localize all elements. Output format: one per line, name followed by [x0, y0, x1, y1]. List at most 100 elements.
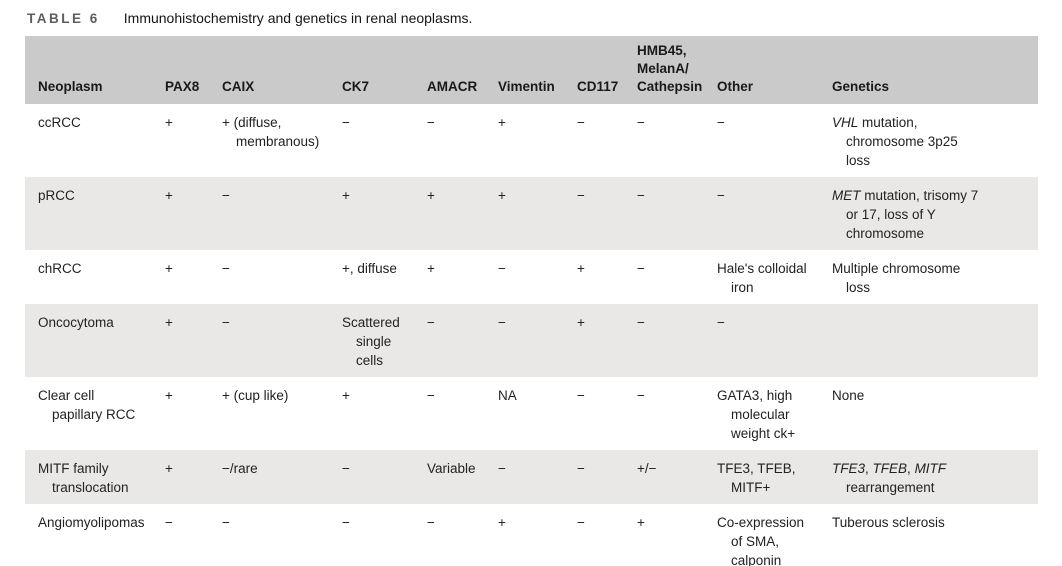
cell-cd117: −: [577, 104, 637, 177]
cell-neoplasm: chRCC: [25, 250, 165, 304]
cell-genetics: None: [832, 377, 1038, 450]
cell-content: −: [717, 188, 725, 203]
cell-genetics: TFE3, TFEB, MITF rearrangement: [832, 450, 1038, 504]
cell-content: −: [222, 515, 230, 530]
cell-content: −: [717, 315, 725, 330]
cell-content: −: [427, 388, 435, 403]
cell-content: +: [165, 115, 173, 130]
cell-content: −: [577, 515, 585, 530]
cell-content: Variable: [427, 461, 476, 476]
cell-content: Multiple chromosome loss: [832, 261, 961, 295]
column-header-other: Other: [717, 36, 832, 104]
table-number-label: TABLE 6: [27, 11, 100, 26]
cell-caix: −: [222, 304, 342, 377]
column-header-ck7: CK7: [342, 36, 427, 104]
column-header-pax8: PAX8: [165, 36, 222, 104]
cell-content: +: [427, 188, 435, 203]
cell-content: +: [342, 188, 350, 203]
cell-content: +: [427, 261, 435, 276]
cell-content: GATA3, high molecular weight ck+: [717, 388, 796, 441]
cell-content: +: [498, 115, 506, 130]
cell-caix: −: [222, 250, 342, 304]
cell-content: +/−: [637, 461, 657, 476]
cell-amacr: −: [427, 104, 498, 177]
table-row-5: Clear cell papillary RCC + + (cup like) + − N…: [25, 377, 1038, 450]
cell-cd117: +: [577, 250, 637, 304]
cell-content: +: [165, 388, 173, 403]
cell-cd117: −: [577, 177, 637, 250]
header-row: Neoplasm PAX8 CAIX CK7 AMACR Vimentin CD117 HMB…: [25, 36, 1038, 104]
cell-vimentin: −: [498, 304, 577, 377]
cell-ck7: −: [342, 504, 427, 566]
cell-genetics: MET mutation, trisomy 7 or 17, loss of Y…: [832, 177, 1038, 250]
cell-cd117: +: [577, 304, 637, 377]
cell-content: TFE3, TFEB, MITF+: [717, 461, 796, 495]
table-row-6: MITF family translocation + −/rare − Variabl…: [25, 450, 1038, 504]
gene-name: MITF: [914, 461, 947, 476]
cell-caix: −: [222, 504, 342, 566]
cell-ck7: +: [342, 177, 427, 250]
cell-content: Angiomyolipomas: [38, 515, 145, 530]
cell-content: Hale's colloidal iron: [717, 261, 807, 295]
cell-content: TFE3, TFEB, MITF rearrangement: [832, 459, 1030, 497]
cell-content: NA: [498, 388, 517, 403]
cell-content: +: [577, 315, 585, 330]
cell-neoplasm: ccRCC: [25, 104, 165, 177]
cell-pax8: +: [165, 304, 222, 377]
cell-text: mutation, trisomy 7 or 17, loss of Y chr…: [846, 188, 979, 241]
cell-content: −: [637, 261, 645, 276]
cell-pax8: +: [165, 377, 222, 450]
column-header-label: Other: [717, 79, 754, 94]
cell-vimentin: +: [498, 104, 577, 177]
cell-hmb45: −: [637, 304, 717, 377]
cell-amacr: −: [427, 377, 498, 450]
cell-caix: −/rare: [222, 450, 342, 504]
cell-ck7: Scattered single cells: [342, 304, 427, 377]
gene-name: TFE3: [832, 461, 866, 476]
cell-vimentin: +: [498, 177, 577, 250]
cell-genetics: VHL mutation, chromosome 3p25 loss: [832, 104, 1038, 177]
cell-other: −: [717, 177, 832, 250]
cell-content: + (cup like): [222, 388, 289, 403]
cell-content: + (diffuse, membranous): [222, 115, 320, 149]
cell-hmb45: +/−: [637, 450, 717, 504]
cell-amacr: −: [427, 304, 498, 377]
cell-neoplasm: Oncocytoma: [25, 304, 165, 377]
cell-content: +: [577, 261, 585, 276]
cell-content: −: [637, 315, 645, 330]
cell-content: −: [342, 461, 350, 476]
table-row-1: ccRCC + + (diffuse, membranous) − − + − − − VHL m…: [25, 104, 1038, 177]
cell-content: −: [577, 188, 585, 203]
cell-content: +: [637, 515, 645, 530]
cell-pax8: +: [165, 177, 222, 250]
table-title-text: Immunohistochemistry and genetics in ren…: [123, 10, 473, 26]
cell-content: +: [498, 515, 506, 530]
cell-content: +: [165, 315, 173, 330]
cell-ck7: +: [342, 377, 427, 450]
column-header-label: Neoplasm: [38, 79, 103, 94]
cell-hmb45: +: [637, 504, 717, 566]
cell-content: −: [577, 115, 585, 130]
cell-other: −: [717, 304, 832, 377]
cell-content: Oncocytoma: [38, 315, 114, 330]
cell-other: −: [717, 104, 832, 177]
cell-content: −: [637, 388, 645, 403]
cell-content: −: [498, 261, 506, 276]
cell-pax8: +: [165, 104, 222, 177]
table-row-2: pRCC + − + + + − − − MET mutation, trisomy 7 or 1…: [25, 177, 1038, 250]
cell-neoplasm: Angiomyolipomas: [25, 504, 165, 566]
cell-genetics: Multiple chromosome loss: [832, 250, 1038, 304]
cell-other: GATA3, high molecular weight ck+: [717, 377, 832, 450]
cell-content: −: [427, 515, 435, 530]
cell-ck7: −: [342, 104, 427, 177]
cell-hmb45: −: [637, 377, 717, 450]
column-header-label: AMACR: [427, 79, 478, 94]
cell-text: rearrangement: [846, 480, 935, 495]
cell-content: +: [498, 188, 506, 203]
cell-amacr: +: [427, 250, 498, 304]
cell-cd117: −: [577, 377, 637, 450]
cell-caix: + (cup like): [222, 377, 342, 450]
cell-hmb45: −: [637, 177, 717, 250]
cell-content: −: [498, 461, 506, 476]
cell-neoplasm: Clear cell papillary RCC: [25, 377, 165, 450]
